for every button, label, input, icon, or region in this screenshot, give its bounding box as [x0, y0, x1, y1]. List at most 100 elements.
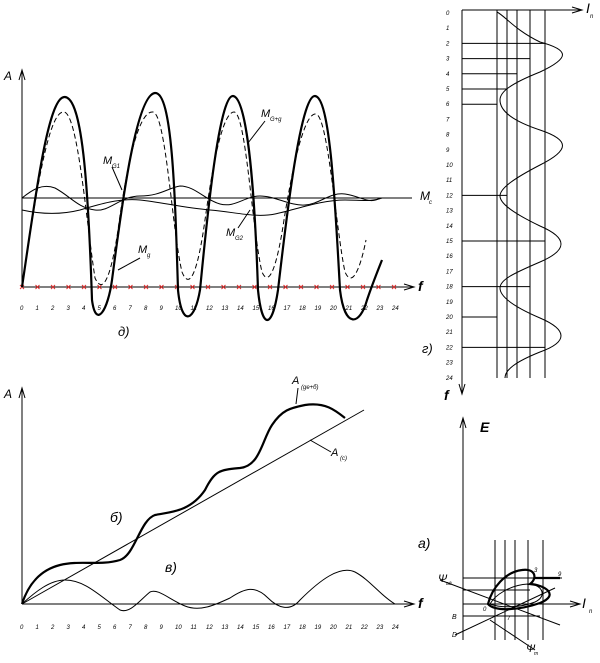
- panel-b-tick-18: 18: [299, 625, 306, 631]
- panel-b-x-label: f: [418, 595, 424, 611]
- panel-b-tick-24: 24: [391, 625, 399, 631]
- panel-d-tick-8: 8: [144, 306, 148, 312]
- panel-d-tick-22: 22: [360, 306, 368, 312]
- panel-b-tick-9: 9: [160, 625, 164, 631]
- panel-a-diag-3: [489, 619, 536, 651]
- label-m-g1-sub: G1: [112, 164, 120, 170]
- panel-d-marker-9: [159, 284, 164, 290]
- panel-g-tick-10: 10: [446, 163, 453, 169]
- panel-g-y-arrow: [458, 383, 466, 396]
- panel-g-caption: г): [422, 341, 433, 356]
- panel-b-tick-0: 0: [20, 625, 24, 631]
- panel-d-marker-6: [112, 284, 118, 290]
- panel-d-marker-24: [391, 284, 397, 290]
- panel-d-marker-21: [345, 284, 350, 290]
- panel-d-tick-20: 20: [329, 306, 337, 312]
- panel-b-tick-23: 23: [376, 625, 384, 631]
- panel-b-tick-3: 3: [67, 625, 71, 631]
- panel-a-x-arrow: [569, 600, 582, 608]
- panel-g-tick-15: 15: [446, 239, 453, 245]
- label-a-c: A: [330, 447, 338, 459]
- label-m-g2-sub: G2: [235, 236, 244, 242]
- panel-d-marker-8: [143, 284, 149, 290]
- panel-d-tick-14: 14: [237, 306, 244, 312]
- panel-g-x-arrow: [571, 6, 584, 14]
- label-m-gg-sub: G+g: [270, 117, 282, 123]
- panel-a-y-arrow: [459, 416, 467, 429]
- panel-d-y-label: A: [3, 69, 12, 83]
- panel-d-tick-17: 17: [284, 306, 291, 312]
- panel-d-tick-15: 15: [253, 306, 260, 312]
- label-m-c-sub: c: [429, 200, 432, 206]
- panel-a-diag-2: [454, 587, 556, 636]
- panel-d-tick-7: 7: [129, 306, 133, 312]
- panel-d-marker-12: [205, 284, 211, 290]
- panel-g-tick-3: 3: [446, 57, 450, 63]
- panel-a-point-b: B: [452, 614, 457, 621]
- panel-b-tick-14: 14: [237, 625, 244, 631]
- label-m-g2: M: [226, 227, 236, 239]
- panel-a-psi-top-sub: ад: [446, 581, 452, 587]
- leader-m-g1: [111, 166, 123, 191]
- panel-g-tick-18: 18: [446, 285, 453, 291]
- panel-b-tick-labels: 0 1 2 3 4 5 6 7 8 9 10 11 12 13 14 15 16 17 18 19 20 21 22 23 24: [20, 625, 399, 631]
- panel-b: A f б) в) A (ge+б) A (c) 0 1 2 3 4 5 6 7 8 9 10 11 1…: [3, 375, 424, 631]
- panel-g-tick-11: 11: [446, 178, 452, 184]
- panel-d-tick-13: 13: [222, 306, 229, 312]
- panel-g-tick-19: 19: [446, 300, 453, 306]
- panel-b-tick-19: 19: [315, 625, 322, 631]
- panel-d-marker-20: [329, 284, 335, 290]
- curve-m-gg: [20, 91, 384, 322]
- panel-a: а) E I n 0 3 7 9 B D Ψ ад Ψ m: [418, 416, 593, 657]
- panel-g-x-label: I: [586, 0, 590, 16]
- panel-g-tick-2: 2: [445, 41, 450, 47]
- leader-m-g: [117, 257, 141, 271]
- panel-a-y-label: E: [480, 419, 490, 435]
- panel-d-tick-9: 9: [160, 306, 164, 312]
- panel-d-tick-19: 19: [315, 306, 322, 312]
- curve-dashed: [21, 111, 367, 288]
- leader-m-gg: [247, 120, 266, 144]
- panel-d-marker-4: [81, 284, 87, 290]
- panel-d-marker-23: [376, 284, 381, 290]
- panel-b-caption-v: в): [165, 559, 177, 575]
- panel-b-y-label: A: [3, 387, 12, 401]
- panel-g-tick-23: 23: [445, 361, 453, 367]
- panel-d-marker-13: [221, 284, 226, 290]
- panel-b-tick-15: 15: [253, 625, 260, 631]
- panel-g-y-label: f: [444, 387, 450, 403]
- panel-b-tick-21: 21: [345, 625, 353, 631]
- panel-d-x-arrow: [403, 283, 416, 291]
- panel-d-tick-23: 23: [376, 306, 384, 312]
- panel-a-diag-1: [439, 579, 561, 626]
- panel-b-tick-8: 8: [144, 625, 148, 631]
- panel-g-hlines: [462, 42, 545, 348]
- panel-a-psi-top: Ψ: [438, 573, 448, 585]
- panel-a-point-7: 7: [507, 616, 511, 622]
- leader-a-c: [309, 439, 332, 453]
- panel-a-point-d: D: [452, 632, 457, 639]
- panel-g-tick-9: 9: [446, 148, 450, 154]
- label-m-g1: M: [103, 155, 113, 167]
- panel-d-marker-14: [236, 284, 242, 290]
- panel-d-marker-15: [252, 284, 257, 290]
- leader-a-ge: [295, 387, 299, 405]
- panel-a-point-9: 9: [558, 572, 562, 578]
- panel-g-tick-5: 5: [446, 87, 450, 93]
- panel-d-marker-3: [66, 284, 71, 290]
- panel-d-tick-18: 18: [299, 306, 306, 312]
- panel-d-tick-16: 16: [268, 306, 275, 312]
- panel-b-tick-2: 2: [50, 625, 55, 631]
- leader-m-g2: [237, 209, 251, 229]
- panel-g-tick-1: 1: [446, 26, 449, 32]
- panel-a-psi-bottom: Ψ: [526, 643, 536, 655]
- panel-g-tick-7: 7: [446, 117, 450, 123]
- curve-m-g2: [21, 197, 383, 216]
- curve-v: [21, 569, 396, 612]
- panel-d-tick-6: 6: [113, 306, 117, 312]
- panel-d-axis-markers: [19, 284, 397, 290]
- panel-b-caption-b: б): [110, 509, 123, 525]
- label-a-c-sub: (c): [340, 456, 347, 462]
- panel-d-tick-3: 3: [67, 306, 71, 312]
- panel-a-loop-inner: [489, 583, 543, 608]
